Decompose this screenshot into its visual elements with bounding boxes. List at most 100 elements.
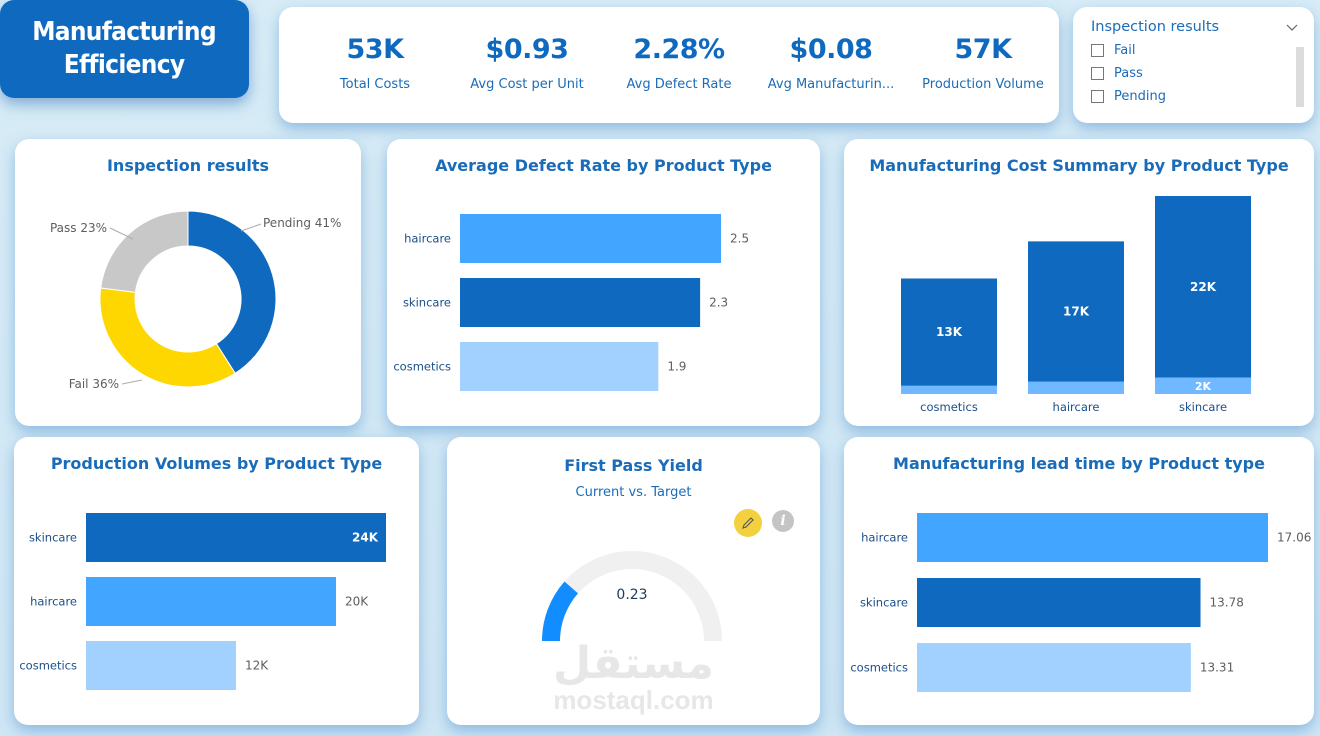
dashboard-title-card: Manufacturing Efficiency [0,0,249,98]
slicer-option-pass[interactable]: Pass [1091,66,1296,81]
checkbox[interactable] [1091,44,1104,57]
slicer-option-fail[interactable]: Fail [1091,43,1296,58]
category-label: cosmetics [393,360,451,374]
data-label: 20K [345,595,369,609]
leader-line [109,227,134,240]
donut-slice-pending[interactable] [187,210,277,374]
data-label: 2K [1195,380,1212,393]
title-line-1: Manufacturing [32,17,217,47]
info-button[interactable]: i [772,510,794,532]
kpi-value: 53K [346,34,405,65]
bar-segment-manufacturing-cosmetics[interactable] [901,278,997,386]
kpi-label: Avg Defect Rate [626,77,732,92]
slicer-title: Inspection results [1091,19,1220,35]
kpi-label: Production Volume [922,77,1044,92]
checkbox[interactable] [1091,67,1104,80]
watermark: مستقل mostaql.com [447,638,820,715]
bar-chart[interactable]: haircare 2.5 skincare 2.3 cosmetics 1.9 [387,139,820,426]
watermark-latin: mostaql.com [553,685,714,715]
kpi-label: Avg Cost per Unit [470,77,584,92]
leader-line [240,223,262,232]
first-pass-yield-gauge[interactable]: First Pass Yield Current vs. Target i 0.… [447,437,820,725]
bar-skincare[interactable] [460,278,701,327]
gauge-chart[interactable]: 0.23 [447,437,820,725]
data-label: 2.3 [709,296,728,310]
category-label: cosmetics [850,661,908,675]
donut-slice-fail[interactable] [99,287,236,388]
category-label: skincare [860,596,908,610]
slicer-option-label: Pending [1114,89,1166,104]
chart-title: Manufacturing Cost Summary by Product Ty… [869,156,1289,175]
kpi-total-costs[interactable]: 53K Total Costs [299,34,451,92]
gauge-track[interactable] [542,551,722,641]
kpi-label: Total Costs [339,77,411,92]
bar-segment-manufacturing-haircare[interactable] [1028,241,1124,382]
defect-rate-chart[interactable]: Average Defect Rate by Product Type hair… [387,139,820,426]
title-line-2: Efficiency [64,50,185,80]
slicer-option-label: Fail [1114,43,1136,58]
bar-cosmetics[interactable] [917,643,1191,692]
data-label: 17.06 [1277,531,1311,545]
bar-chart[interactable]: haircare 17.06 skincare 13.78 cosmetics 13.31 [844,437,1314,725]
bar-segment-other-cosmetics[interactable] [901,385,997,394]
chart-subtitle: Current vs. Target [575,485,692,500]
chart-title: Inspection results [106,156,270,175]
production-volume-chart[interactable]: Production Volumes by Product Type skinc… [14,437,419,725]
data-label: 1.9 [667,360,686,374]
kpi-avg-defect-rate[interactable]: 2.28% Avg Defect Rate [603,34,755,92]
bar-skincare[interactable] [917,578,1201,627]
watermark-arabic: مستقل [553,638,714,689]
category-label: haircare [861,531,908,545]
kpi-avg-manufacturing-cost[interactable]: $0.08 Avg Manufacturin... [755,34,907,92]
kpi-cards: 53K Total Costs $0.93 Avg Cost per Unit … [279,7,1059,123]
inspection-results-chart[interactable]: Inspection results Pending 41% Fail 36% Pa… [15,139,361,426]
slicer-scrollbar[interactable] [1296,47,1304,107]
chevron-down-icon[interactable] [1286,21,1298,33]
donut-chart[interactable]: Pending 41% Fail 36% Pass 23% [15,139,361,426]
kpi-production-volume[interactable]: 57K Production Volume [907,34,1059,92]
category-label: cosmetics [920,400,978,414]
bar-haircare[interactable] [86,577,336,626]
stacked-column-chart[interactable]: 13K cosmetics 17K haircare 22K 2K skincare [844,139,1314,426]
slicer-option-label: Pass [1114,66,1143,81]
data-label: 12K [245,659,269,673]
bar-chart[interactable]: skincare 24K haircare 20K cosmetics 12K [14,437,419,725]
bar-segment-manufacturing-skincare[interactable] [1155,196,1251,378]
kpi-value: 2.28% [633,34,725,65]
bar-segment-other-haircare[interactable] [1028,381,1124,394]
data-label: 13.31 [1200,661,1234,675]
lead-time-chart[interactable]: Manufacturing lead time by Product type … [844,437,1314,725]
data-label: 17K [1063,305,1090,319]
edit-button[interactable] [734,509,762,537]
category-label: skincare [1179,400,1227,414]
donut-slice-pass[interactable] [100,210,189,293]
kpi-label: Avg Manufacturin... [767,77,895,92]
bar-haircare[interactable] [917,513,1268,562]
slicer-option-pending[interactable]: Pending [1091,89,1296,104]
gauge-value-label: 0.23 [616,587,647,603]
chart-title: Average Defect Rate by Product Type [435,156,772,175]
chart-title: Manufacturing lead time by Product type [893,454,1265,473]
data-label: Pending 41% [263,216,341,230]
inspection-results-slicer: Inspection results Fail Pass Pending [1073,7,1314,123]
checkbox[interactable] [1091,90,1104,103]
bar-skincare[interactable] [86,513,386,562]
category-label: haircare [30,595,77,609]
kpi-value: $0.08 [789,34,873,65]
bar-segment-other-skincare[interactable] [1155,377,1251,395]
bar-haircare[interactable] [460,214,721,263]
pencil-icon [742,517,754,529]
kpi-avg-cost-per-unit[interactable]: $0.93 Avg Cost per Unit [451,34,603,92]
data-label: 2.5 [730,232,749,246]
cost-summary-chart[interactable]: Manufacturing Cost Summary by Product Ty… [844,139,1314,426]
data-label: 13.78 [1210,596,1244,610]
category-label: haircare [404,232,451,246]
gauge-value-arc[interactable] [542,581,578,641]
data-label: 13K [936,325,963,339]
chart-title: Production Volumes by Product Type [50,454,383,473]
data-label: Fail 36% [69,377,119,391]
kpi-value: 57K [954,34,1013,65]
bar-cosmetics[interactable] [86,641,236,690]
category-label: haircare [1053,400,1100,414]
bar-cosmetics[interactable] [460,342,659,391]
